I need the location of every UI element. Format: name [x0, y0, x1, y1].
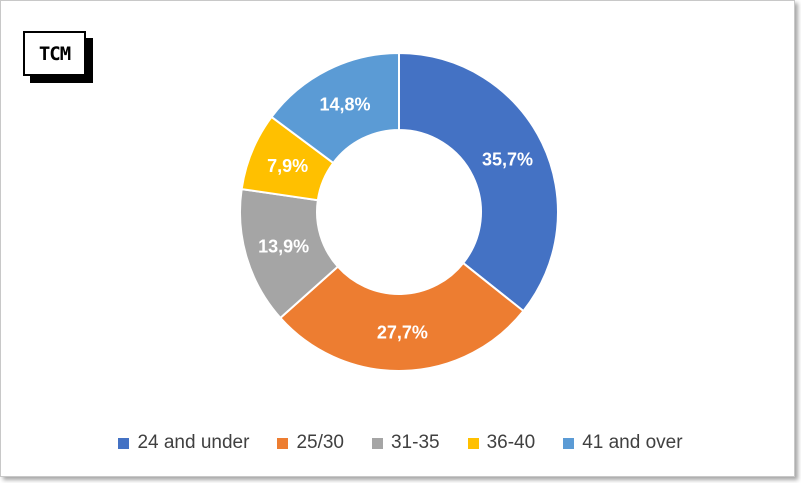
legend-item-24-and-under: 24 and under	[118, 432, 249, 454]
legend-label: 41 and over	[582, 432, 683, 453]
data-label-31-35: 13,9%	[258, 237, 309, 257]
legend-item-36-40: 36-40	[467, 432, 536, 454]
legend-label: 25/30	[296, 432, 344, 453]
legend-swatch	[118, 437, 130, 449]
slice-24-and-under	[398, 51, 559, 313]
legend-item-41-and-over: 41 and over	[563, 432, 683, 454]
legend-swatch	[467, 437, 479, 449]
slice-25-30	[278, 261, 525, 372]
data-label-25-30: 27,7%	[377, 322, 428, 342]
legend-label: 31-35	[390, 432, 440, 453]
data-label-24-and-under: 35,7%	[482, 150, 533, 170]
legend-swatch	[277, 437, 289, 449]
slice-41-and-over	[270, 51, 400, 165]
logo-text: TCM	[23, 31, 86, 76]
chart-legend: 24 and under 25/30 31-35 36-40 41 and over	[0, 428, 801, 458]
legend-label: 36-40	[486, 432, 536, 453]
data-label-36-40: 7,9%	[267, 156, 308, 176]
legend-item-25-30: 25/30	[277, 432, 344, 454]
legend-swatch	[371, 437, 383, 449]
data-label-41-and-over: 14,8%	[319, 94, 370, 114]
legend-swatch	[563, 437, 575, 449]
tcm-logo: TCM	[23, 31, 93, 83]
legend-label: 24 and under	[137, 432, 250, 453]
legend-item-31-35: 31-35	[371, 432, 440, 454]
